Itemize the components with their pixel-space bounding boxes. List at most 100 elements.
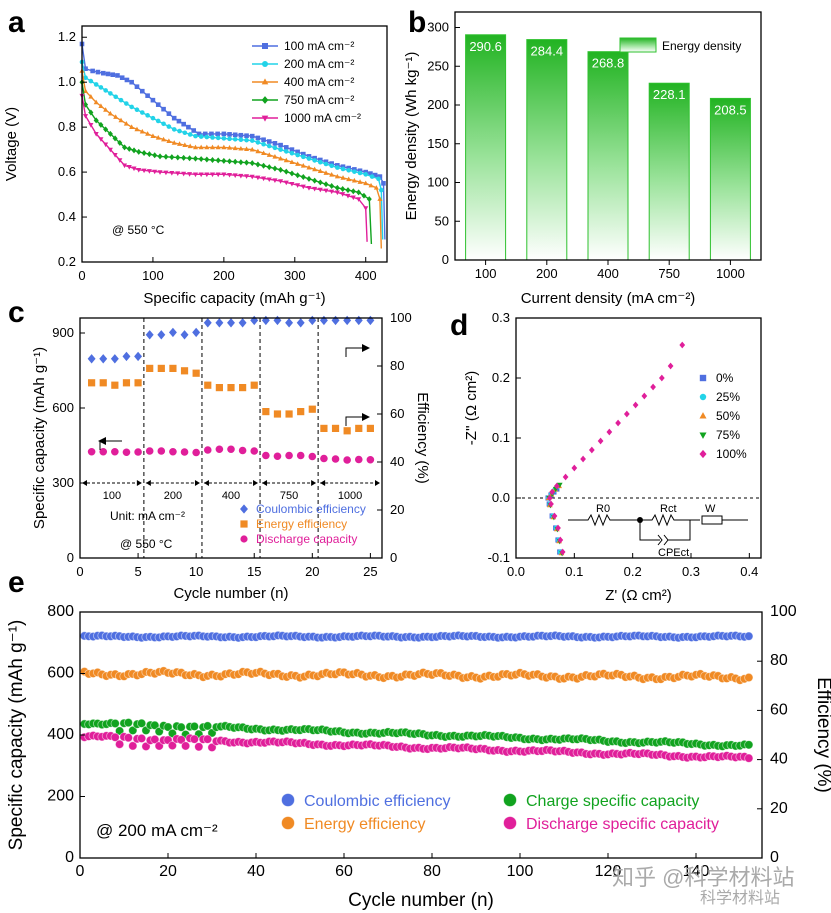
panel-c-point-0: [192, 327, 201, 338]
panel-c-point-2: [134, 448, 142, 456]
panel-c-y2tick-label: 20: [390, 502, 404, 517]
panel-c-point-1: [355, 424, 363, 432]
panel-c-xtick-label: 20: [305, 564, 319, 579]
panel-c-point-1: [215, 384, 223, 392]
panel-a-ytick-label: 0.2: [58, 254, 76, 269]
panel-a-ytick-label: 0.4: [58, 209, 76, 224]
panel-b-xtick-label: 400: [597, 266, 619, 281]
panel-d-point-4: [623, 410, 630, 418]
panel-d-circuit-Rct: [643, 513, 700, 527]
panel-a-point-1: [357, 170, 363, 176]
panel-a-point-3: [317, 179, 323, 186]
panel-c-point-0: [366, 315, 375, 326]
panel-a-point-1: [145, 113, 150, 118]
panel-e-y2tick-label: 20: [770, 800, 788, 817]
panel-e-xtick-label: 100: [507, 863, 534, 880]
panel-d-point-4: [571, 464, 578, 472]
panel-a-point-4: [169, 171, 175, 176]
panel-a-point-3: [209, 156, 216, 163]
panel-a-point-4: [141, 168, 147, 174]
panel-a-point-3: [289, 170, 295, 177]
panel-a-point-4: [122, 163, 128, 169]
panel-a-point-4: [323, 188, 329, 194]
panel-d-ytick-label: 0.2: [492, 370, 510, 385]
panel-c-point-2: [331, 455, 340, 463]
panel-d-point-4: [632, 401, 639, 409]
panel-a-ylabel: Voltage (V): [3, 107, 20, 181]
panel-a-point-2: [289, 159, 295, 165]
panel-a-point-3: [283, 168, 289, 175]
panel-a-point-0: [295, 149, 300, 155]
panel-a-point-3: [350, 188, 356, 195]
panel-a-point-4: [278, 179, 284, 184]
panel-a-point-1: [118, 97, 124, 103]
panel-a-point-3: [152, 152, 158, 159]
panel-d-legend-label: 50%: [716, 409, 740, 423]
panel-e-point-2: [163, 722, 173, 732]
panel-e-xtick-label: 80: [423, 863, 441, 880]
panel-e-legend-label: Charge specific capacity: [526, 793, 699, 810]
panel-c-point-1: [157, 364, 165, 372]
panel-d-ytick-label: 0.1: [492, 430, 510, 445]
panel-c-ytick-label: 0: [67, 550, 74, 565]
panel-c-segment-label: 750: [280, 490, 298, 502]
panel-a-xtick-label: 0: [78, 268, 85, 283]
panel-b-ytick-label: 300: [427, 20, 449, 35]
panel-c-arrowhead: [262, 480, 268, 486]
panel-a-point-0: [209, 131, 214, 137]
panel-a-point-3: [103, 126, 109, 133]
panel-c-point-2: [215, 445, 224, 454]
panel-c-point-1: [134, 379, 142, 387]
panel-a-point-3: [295, 172, 301, 179]
panel-c-legend-label: Energy efficiency: [256, 517, 347, 531]
panel-c-point-0: [215, 318, 224, 328]
panel-a-point-4: [238, 173, 244, 179]
panel-d-legend-label: 25%: [716, 390, 740, 404]
panel-label-a: a: [8, 6, 25, 39]
panel-a-point-0: [301, 151, 306, 157]
panel-b-bar: [648, 82, 690, 261]
panel-a-point-2: [98, 103, 104, 109]
panel-d-label-W: W: [705, 503, 716, 515]
panel-c-point-2: [157, 447, 166, 455]
panel-c-xtick-label: 15: [247, 564, 261, 579]
panel-a-point-0: [238, 132, 244, 138]
panel-a-point-4: [317, 187, 323, 193]
panel-a-point-2: [249, 146, 255, 152]
panel-a-point-1: [376, 176, 381, 182]
panel-a-point-3: [117, 139, 123, 146]
panel-a-point-2: [198, 144, 204, 150]
panel-c-point-2: [273, 452, 282, 461]
panel-a-point-1: [103, 88, 108, 93]
panel-a-point-4: [306, 185, 312, 191]
panel-a-xlabel: Specific capacity (mAh g⁻¹): [143, 290, 325, 307]
panel-a-point-1: [204, 134, 210, 140]
panel-e-point-3: [181, 741, 191, 751]
panel-c-arrowhead: [320, 480, 326, 486]
panel-d-legend-label: 0%: [716, 371, 734, 385]
panel-e-xtick-label: 120: [595, 863, 622, 880]
panel-a-ytick-label: 1.2: [58, 29, 76, 44]
panel-e-ytick-label: 200: [47, 788, 74, 805]
panel-a-point-3: [169, 154, 175, 161]
panel-e-point-2: [110, 718, 120, 729]
panel-c-plot-frame: [79, 317, 383, 559]
panel-d-label-CPE: CPEct: [658, 547, 689, 559]
panel-c-ylabel-right: Efficiency (%): [414, 392, 431, 483]
panel-c-point-0: [145, 330, 154, 340]
panel-c-y2tick-label: 0: [390, 550, 397, 565]
panel-a-point-4: [356, 197, 362, 202]
panel-a-point-4: [266, 177, 272, 183]
panel-e-ylabel: Specific capacity (mAh g⁻¹): [6, 620, 27, 851]
panel-b-xlabel: Current density (mA cm⁻²): [521, 290, 696, 307]
panel-a-point-1: [379, 187, 384, 193]
panel-a-legend-label: 750 mA cm⁻²: [284, 93, 354, 107]
panel-a-point-3: [340, 185, 346, 192]
panel-a-point-2: [340, 175, 346, 180]
panel-a-point-2: [129, 124, 135, 129]
panel-c-arrowhead: [98, 437, 106, 445]
panel-a-point-4: [215, 172, 221, 178]
panel-a-point-4: [345, 193, 351, 199]
panel-d-point-4: [588, 446, 595, 454]
